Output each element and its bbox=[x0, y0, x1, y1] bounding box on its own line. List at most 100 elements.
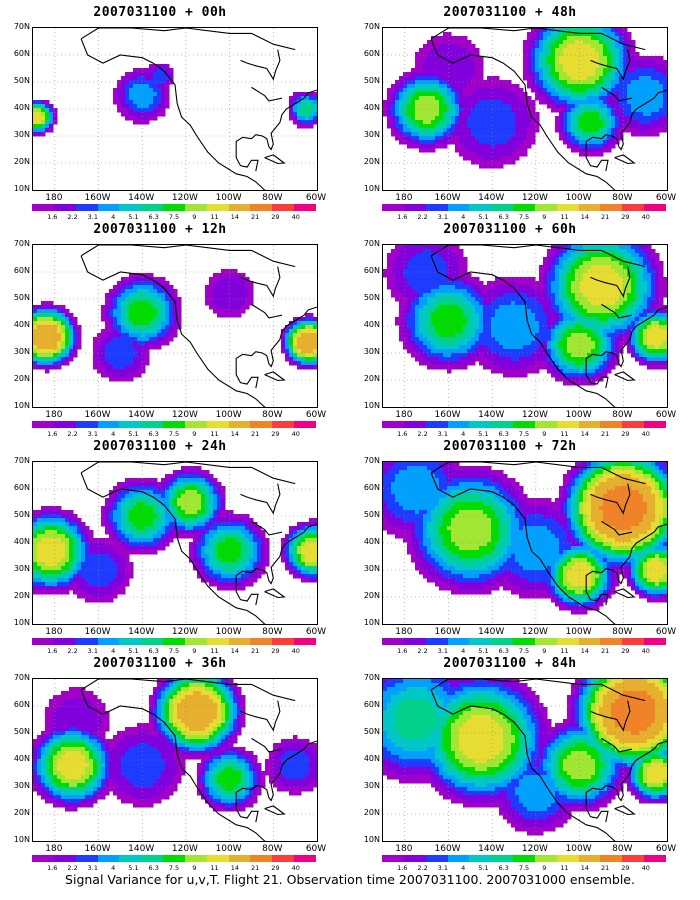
field-cell bbox=[137, 727, 142, 732]
field-cell bbox=[293, 100, 298, 105]
field-cell bbox=[125, 550, 130, 555]
field-cell bbox=[153, 783, 158, 788]
field-cell bbox=[121, 510, 126, 515]
field-cell bbox=[65, 723, 70, 728]
field-cell bbox=[229, 269, 234, 274]
colorbar-tick-label: 14 bbox=[230, 864, 239, 872]
field-cell bbox=[435, 60, 440, 65]
field-cell bbox=[149, 321, 154, 326]
field-cell bbox=[289, 526, 294, 531]
field-cell bbox=[165, 68, 170, 73]
field-cell bbox=[137, 546, 142, 551]
field-cell bbox=[157, 727, 162, 732]
field-cell bbox=[141, 297, 146, 302]
field-cell bbox=[169, 695, 174, 700]
field-cell bbox=[495, 128, 500, 133]
field-cell bbox=[285, 779, 290, 784]
field-cell bbox=[281, 337, 286, 342]
field-cell bbox=[383, 104, 388, 109]
field-cell bbox=[435, 56, 440, 61]
field-cell bbox=[41, 353, 46, 358]
field-cell bbox=[157, 345, 162, 350]
field-cell bbox=[49, 759, 54, 764]
field-cell bbox=[467, 88, 472, 93]
field-cell bbox=[141, 361, 146, 366]
field-cell bbox=[503, 92, 508, 97]
field-cell bbox=[105, 337, 110, 342]
field-cell bbox=[221, 570, 226, 575]
field-cell bbox=[37, 538, 42, 543]
field-cell bbox=[209, 727, 214, 732]
field-cell bbox=[125, 751, 130, 756]
field-cell bbox=[117, 526, 122, 531]
field-cell bbox=[165, 526, 170, 531]
field-cell bbox=[309, 100, 314, 105]
field-cell bbox=[221, 313, 226, 318]
field-cell bbox=[105, 313, 110, 318]
field-cell bbox=[293, 325, 298, 330]
field-cell bbox=[157, 112, 162, 117]
field-cell bbox=[45, 562, 50, 567]
field-cell bbox=[109, 297, 114, 302]
field-cell bbox=[415, 108, 420, 113]
field-cell bbox=[137, 799, 142, 804]
field-cell bbox=[49, 562, 54, 567]
field-cell bbox=[221, 683, 226, 688]
field-cell bbox=[201, 570, 206, 575]
field-cell bbox=[45, 369, 50, 374]
field-cell bbox=[65, 530, 70, 535]
field-cell bbox=[241, 273, 246, 278]
field-cell bbox=[41, 329, 46, 334]
field-cell bbox=[85, 574, 90, 579]
field-cell bbox=[125, 779, 130, 784]
field-cell bbox=[69, 337, 74, 342]
field-cell bbox=[141, 317, 146, 322]
field-cell bbox=[233, 767, 238, 772]
field-cell bbox=[241, 715, 246, 720]
colorbar-swatch bbox=[294, 638, 316, 645]
field-cell bbox=[233, 582, 238, 587]
field-cell bbox=[113, 747, 118, 752]
field-cell bbox=[491, 108, 496, 113]
field-cell bbox=[281, 771, 286, 776]
field-cell bbox=[101, 309, 106, 314]
field-cell bbox=[81, 582, 86, 587]
field-cell bbox=[455, 56, 460, 61]
field-cell bbox=[261, 783, 266, 788]
forecast-panel: 2007031100 + 00h 70N 60N 50N 40N 30N 20N 10N 180… bbox=[0, 5, 326, 221]
field-cell bbox=[121, 763, 126, 768]
field-cell bbox=[205, 723, 210, 728]
field-cell bbox=[137, 735, 142, 740]
field-cell bbox=[61, 590, 66, 595]
field-cell bbox=[455, 44, 460, 49]
field-cell bbox=[229, 707, 234, 712]
field-cell bbox=[459, 120, 464, 125]
field-cell bbox=[45, 554, 50, 559]
field-cell bbox=[121, 498, 126, 503]
field-cell bbox=[185, 498, 190, 503]
field-cell bbox=[491, 152, 496, 157]
field-cell bbox=[411, 96, 416, 101]
field-cell bbox=[125, 490, 130, 495]
field-cell bbox=[153, 309, 158, 314]
field-cell bbox=[233, 273, 238, 278]
field-cell bbox=[189, 510, 194, 515]
field-cell bbox=[491, 156, 496, 161]
forecast-panel: 2007031100 + 24h 70N 60N 50N 40N 30N 20N 10N 180… bbox=[0, 439, 326, 655]
field-cell bbox=[233, 281, 238, 286]
map-area bbox=[32, 461, 318, 625]
field-cell bbox=[169, 747, 174, 752]
field-cell bbox=[129, 365, 134, 370]
field-cell bbox=[113, 787, 118, 792]
field-cell bbox=[201, 683, 206, 688]
field-cell bbox=[415, 144, 420, 149]
field-cell bbox=[145, 486, 150, 491]
field-cell bbox=[69, 723, 74, 728]
field-cell bbox=[141, 727, 146, 732]
field-cell bbox=[101, 594, 106, 599]
field-cell bbox=[225, 743, 230, 748]
field-cell bbox=[65, 759, 70, 764]
field-cell bbox=[201, 574, 206, 579]
field-cell bbox=[157, 313, 162, 318]
field-cell bbox=[217, 723, 222, 728]
